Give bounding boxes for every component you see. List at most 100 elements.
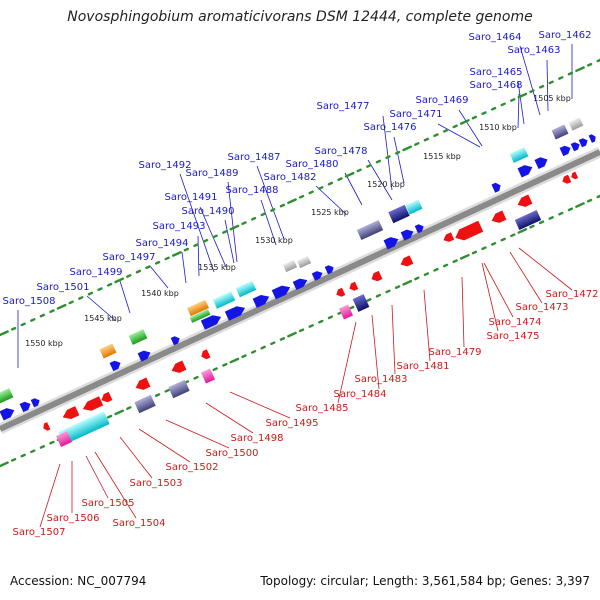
scale-tick <box>287 331 297 338</box>
reverse-gene-label: Saro_1502 <box>166 462 219 473</box>
scale-tick <box>49 309 55 314</box>
scale-tick <box>10 458 17 462</box>
gene-feature <box>349 281 359 291</box>
reverse-gene-label: Saro_1498 <box>231 433 284 444</box>
reverse-gene-label: Saro_1475 <box>487 331 540 342</box>
scale-tick <box>490 242 497 246</box>
reverse-gene-label: Saro_1507 <box>13 527 66 538</box>
forward-gene-label: Saro_1499 <box>70 267 123 278</box>
scale-tick <box>308 324 314 328</box>
scale-tick <box>402 145 413 152</box>
scale-tick <box>87 291 94 296</box>
scale-tick <box>459 119 470 125</box>
reverse-connector <box>85 455 109 499</box>
scale-tick <box>193 375 199 380</box>
scale-tick <box>423 137 430 142</box>
forward-connector <box>86 295 117 322</box>
gene-feature <box>324 265 334 275</box>
scale-tick <box>260 345 266 350</box>
forward-gene-label: Saro_1493 <box>153 221 206 232</box>
reverse-gene-label: Saro_1504 <box>113 518 166 529</box>
map-title: Novosphingobium aromaticivorans DSM 1244… <box>67 9 533 25</box>
scale-tick <box>375 159 382 164</box>
forward-connector <box>197 235 200 277</box>
scale-tick <box>385 289 391 294</box>
gene-feature <box>19 401 31 413</box>
reverse-gene-label: Saro_1479 <box>429 347 482 358</box>
scale-tick <box>375 293 382 298</box>
gene-feature <box>400 229 414 241</box>
reverse-gene-label: Saro_1503 <box>130 478 183 489</box>
reverse-connector <box>509 251 543 304</box>
scale-tick <box>548 216 554 220</box>
scale-tick <box>279 337 286 341</box>
scale-tick <box>126 274 132 278</box>
gene-feature <box>517 194 533 207</box>
forward-connector <box>256 165 285 240</box>
reverse-connector <box>461 276 465 348</box>
scale-tick <box>394 285 401 289</box>
reverse-gene-label: Saro_1500 <box>206 448 259 459</box>
gene-feature <box>559 145 571 157</box>
gene-feature <box>356 220 384 240</box>
scale-tick <box>452 124 458 129</box>
reverse-connector <box>205 402 254 434</box>
gene-feature <box>400 255 414 267</box>
gene-feature <box>336 287 346 297</box>
forward-connector <box>181 251 187 284</box>
scale-tick <box>558 76 564 80</box>
scale-tick <box>39 313 46 318</box>
gene-feature <box>30 398 40 408</box>
reverse-connector <box>371 314 380 390</box>
scale-tick <box>490 106 497 111</box>
scale-tick <box>56 303 67 310</box>
scale-tick <box>385 155 391 160</box>
forward-gene-label: Saro_1487 <box>228 152 281 163</box>
forward-connector <box>224 219 235 264</box>
forward-gene-label: Saro_1490 <box>182 206 235 217</box>
forward-gene-label: Saro_1463 <box>508 45 561 56</box>
scale-tick <box>287 198 297 205</box>
scale-tick <box>250 216 257 221</box>
gene-feature <box>271 285 291 300</box>
forward-connector <box>179 173 215 273</box>
scale-tick <box>78 296 84 300</box>
scale-tick <box>517 92 528 99</box>
forward-connector <box>393 136 405 184</box>
gene-feature <box>534 157 548 170</box>
forward-gene-label: Saro_1476 <box>364 122 417 133</box>
scale-tick <box>575 66 585 73</box>
scale-tick <box>318 319 324 324</box>
reverse-connector <box>518 247 573 291</box>
scale-tick <box>538 220 545 225</box>
gene-feature <box>43 422 51 431</box>
scale-tick <box>114 277 125 284</box>
gene-feature <box>383 237 399 250</box>
position-label: 1515 kbp <box>423 152 461 161</box>
scale-tick <box>298 194 305 199</box>
gene-feature <box>571 171 579 180</box>
scale-tick <box>126 406 132 410</box>
forward-connector <box>367 159 393 201</box>
reverse-connector <box>39 463 61 528</box>
scale-tick <box>49 440 55 445</box>
scale-tick <box>30 318 36 322</box>
gene-feature <box>168 379 190 399</box>
scale-tick <box>106 414 113 419</box>
forward-connector <box>517 93 520 129</box>
gene-feature <box>212 291 236 309</box>
forward-gene-label: Saro_1468 <box>470 80 523 91</box>
gene-feature <box>443 232 455 242</box>
reverse-connector <box>391 304 396 375</box>
reverse-connector <box>229 391 291 419</box>
gene-feature <box>201 349 211 360</box>
scale-tick <box>423 272 430 276</box>
gene-feature <box>56 431 72 447</box>
scale-tick <box>202 238 209 243</box>
reverse-connector <box>337 321 357 404</box>
forward-connector <box>458 109 483 147</box>
gene-feature <box>134 394 156 414</box>
scale-tick <box>414 276 420 281</box>
reverse-connector <box>165 419 230 449</box>
